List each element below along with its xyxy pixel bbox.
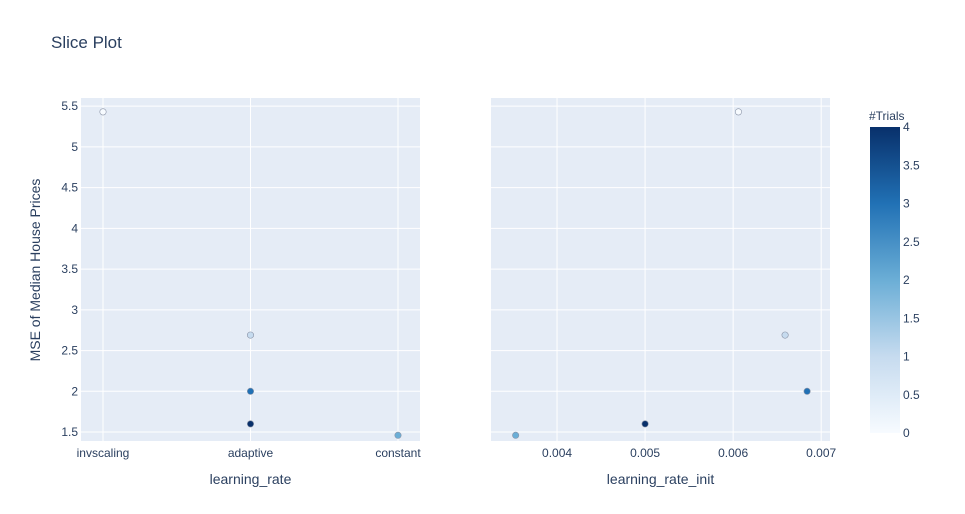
y-axis-label: MSE of Median House Prices bbox=[27, 179, 43, 362]
y-tick-label: 4.5 bbox=[61, 181, 78, 195]
y-tick-label: 2.5 bbox=[61, 344, 78, 358]
y-tick-label: 1.5 bbox=[61, 425, 78, 439]
colorbar-tick-label: 2.5 bbox=[903, 235, 920, 249]
x-tick-labels-1: invscaling adaptive constant bbox=[77, 446, 422, 460]
colorbar-tick-label: 3 bbox=[903, 197, 910, 211]
scatter-point bbox=[247, 420, 255, 428]
scatter-point bbox=[781, 331, 789, 339]
colorbar-tick-labels: 0 0.5 1 1.5 2 2.5 3 3.5 4 bbox=[903, 120, 920, 440]
y-tick-label: 2 bbox=[71, 384, 78, 398]
x-tick-label: 0.005 bbox=[630, 446, 660, 460]
colorbar: #Trials 0 0.5 1 1.5 2 2.5 3 3.5 4 bbox=[869, 109, 920, 440]
colorbar-tick-label: 0.5 bbox=[903, 388, 920, 402]
y-tick-label: 5 bbox=[71, 140, 78, 154]
x-axis-label-1: learning_rate bbox=[210, 471, 292, 487]
scatter-point bbox=[803, 387, 811, 395]
scatter-point bbox=[641, 420, 649, 428]
y-tick-label: 3.5 bbox=[61, 262, 78, 276]
colorbar-title: #Trials bbox=[869, 109, 905, 123]
colorbar-tick-label: 4 bbox=[903, 120, 910, 134]
gridlines-2 bbox=[491, 98, 830, 441]
panel-learning-rate: 1.5 2 2.5 3 3.5 4 4.5 5 5.5 invscaling adaptive co… bbox=[27, 98, 421, 487]
colorbar-tick-label: 1.5 bbox=[903, 311, 920, 325]
markers-2 bbox=[512, 108, 811, 439]
y-tick-label: 5.5 bbox=[61, 99, 78, 113]
x-axis-label-2: learning_rate_init bbox=[607, 471, 715, 487]
x-tick-label: invscaling bbox=[77, 446, 130, 460]
x-tick-label: 0.006 bbox=[718, 446, 748, 460]
scatter-point bbox=[394, 431, 402, 439]
colorbar-gradient bbox=[870, 127, 900, 433]
scatter-point bbox=[99, 108, 107, 116]
x-tick-label: constant bbox=[375, 446, 421, 460]
scatter-point bbox=[247, 331, 255, 339]
markers-1 bbox=[99, 108, 402, 439]
chart-title: Slice Plot bbox=[51, 33, 122, 52]
y-tick-labels: 1.5 2 2.5 3 3.5 4 4.5 5 5.5 bbox=[61, 99, 78, 439]
x-tick-labels-2: 0.004 0.005 0.006 0.007 bbox=[542, 446, 837, 460]
colorbar-tick-label: 1 bbox=[903, 350, 910, 364]
scatter-point bbox=[734, 108, 742, 116]
x-tick-label: 0.004 bbox=[542, 446, 572, 460]
panel-learning-rate-init: 0.004 0.005 0.006 0.007 learning_rate_init bbox=[491, 98, 837, 487]
x-tick-label: 0.007 bbox=[806, 446, 836, 460]
y-tick-label: 4 bbox=[71, 221, 78, 235]
colorbar-tick-label: 3.5 bbox=[903, 158, 920, 172]
colorbar-tick-label: 0 bbox=[903, 426, 910, 440]
colorbar-tick-label: 2 bbox=[903, 273, 910, 287]
y-tick-label: 3 bbox=[71, 303, 78, 317]
scatter-point bbox=[512, 431, 520, 439]
scatter-point bbox=[247, 387, 255, 395]
x-tick-label: adaptive bbox=[228, 446, 274, 460]
